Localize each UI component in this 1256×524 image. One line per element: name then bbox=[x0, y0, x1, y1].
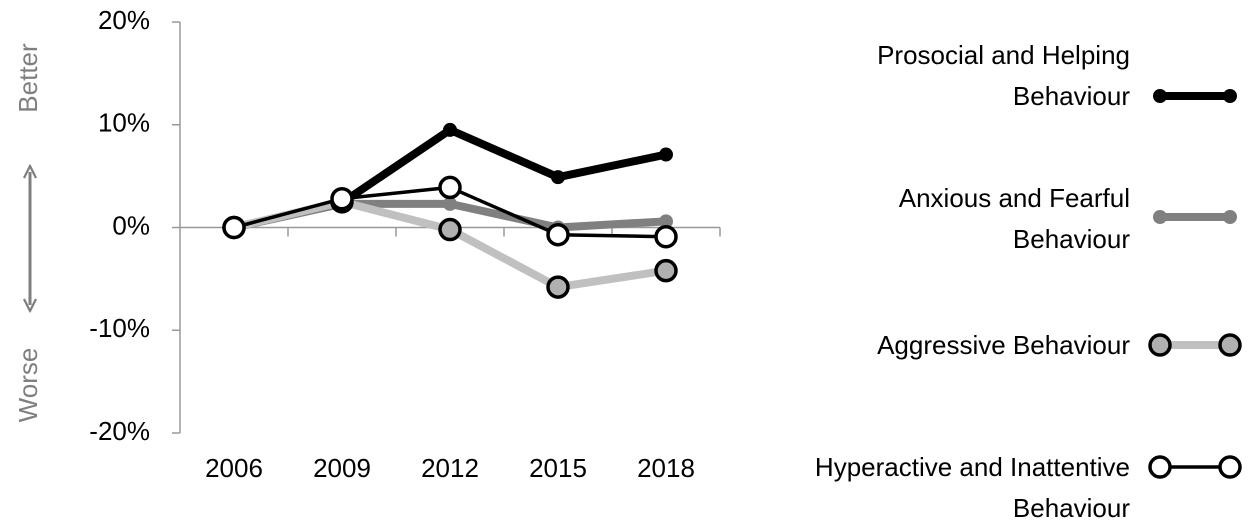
data-point bbox=[546, 222, 570, 247]
legend-marker bbox=[1153, 89, 1167, 103]
data-point bbox=[654, 258, 678, 283]
legend-label: Prosocial and Helping Behaviour bbox=[877, 40, 1130, 111]
legend-label: Anxious and Fearful Behaviour bbox=[898, 183, 1130, 254]
data-point bbox=[438, 217, 462, 242]
legend-marker bbox=[1223, 89, 1237, 103]
y-tick-label: -20% bbox=[89, 416, 150, 446]
x-tick-label: 2015 bbox=[529, 453, 587, 483]
data-point bbox=[443, 122, 457, 137]
worse-label: Worse bbox=[13, 348, 43, 423]
x-tick-label: 2018 bbox=[637, 453, 695, 483]
data-point bbox=[546, 275, 570, 299]
data-point bbox=[438, 175, 462, 200]
data-point bbox=[222, 215, 246, 240]
legend-marker bbox=[1148, 455, 1172, 479]
x-tick-label: 2006 bbox=[205, 453, 263, 483]
legend-marker bbox=[1218, 455, 1242, 479]
y-tick-label: 20% bbox=[98, 5, 150, 35]
data-point bbox=[659, 147, 673, 162]
legend-marker bbox=[1223, 210, 1237, 224]
data-point bbox=[551, 170, 565, 185]
y-tick-label: 10% bbox=[98, 108, 150, 138]
legend-label: Aggressive Behaviour bbox=[877, 330, 1130, 360]
legend-marker bbox=[1153, 210, 1167, 224]
legend-marker bbox=[1218, 333, 1242, 357]
better-label: Better bbox=[13, 43, 43, 113]
data-point bbox=[654, 224, 678, 249]
data-point bbox=[659, 214, 673, 229]
series-line bbox=[233, 197, 667, 292]
y-tick-label: 0% bbox=[112, 210, 150, 240]
legend-marker bbox=[1148, 333, 1172, 357]
x-tick-label: 2012 bbox=[421, 453, 479, 483]
x-tick-label: 2009 bbox=[313, 453, 371, 483]
legend-label: Hyperactive and Inattentive Behaviour bbox=[814, 452, 1130, 523]
y-tick-label: -10% bbox=[89, 313, 150, 343]
data-point bbox=[330, 186, 354, 211]
data-point bbox=[443, 196, 457, 211]
